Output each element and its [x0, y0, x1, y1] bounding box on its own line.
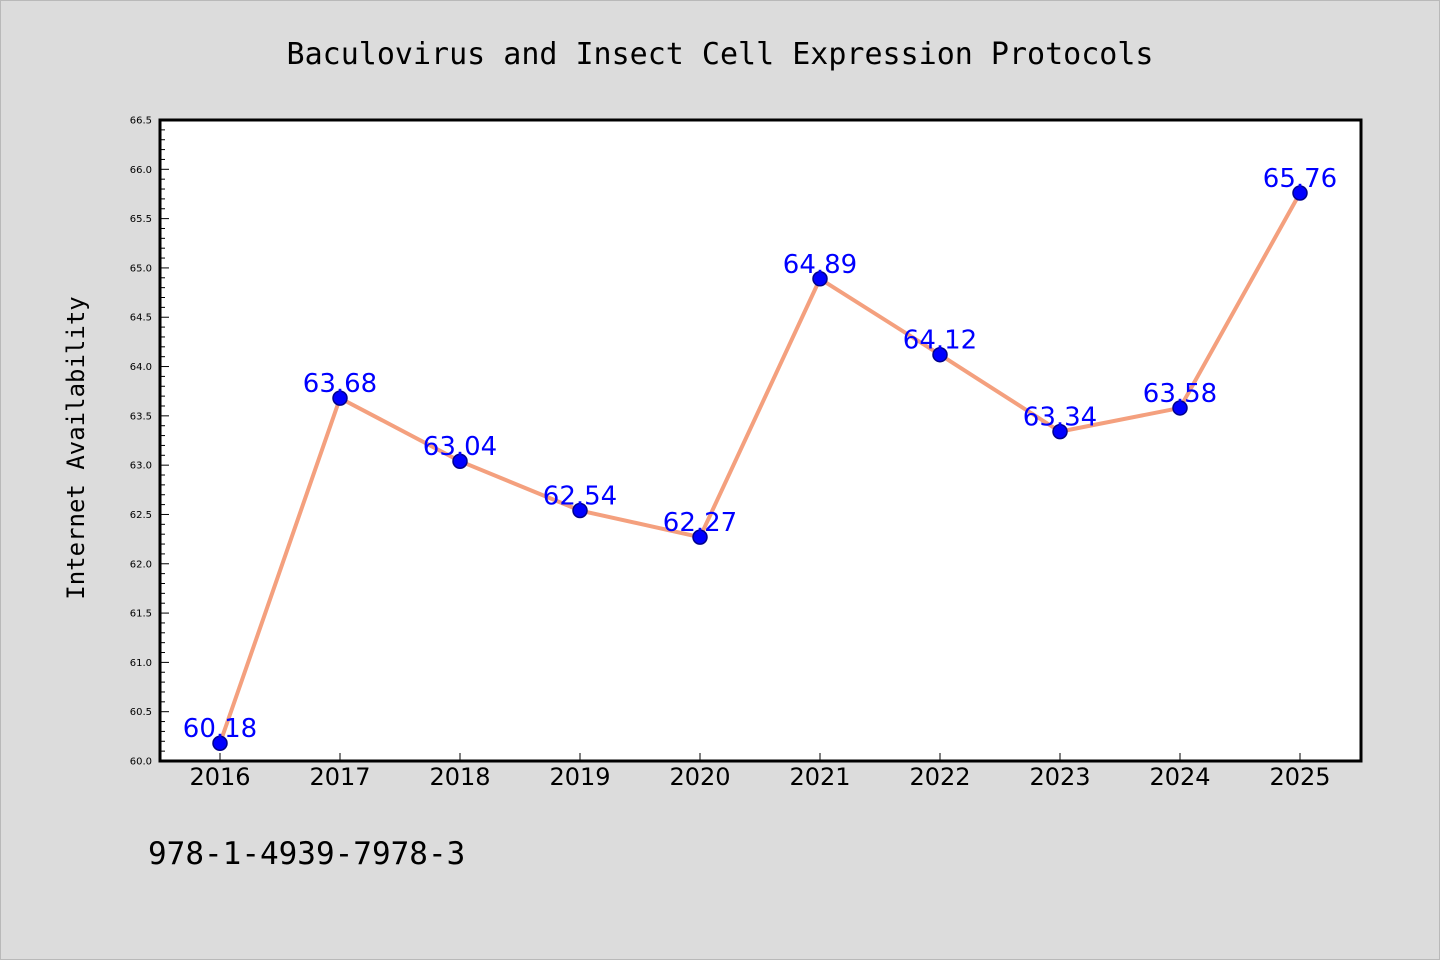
data-point-marker [212, 735, 228, 751]
y-tick-label: 62.0 [130, 559, 152, 570]
y-tick-label: 64.5 [130, 313, 152, 324]
x-tick-label: 2020 [669, 763, 730, 791]
x-tick-label: 2016 [189, 763, 250, 791]
data-point-label: 64.12 [903, 326, 977, 356]
plot-area [158, 118, 1363, 763]
x-tick-label: 2025 [1269, 763, 1330, 791]
y-tick-label: 61.5 [130, 609, 152, 620]
y-tick-label: 65.0 [130, 263, 152, 274]
data-point-label: 60.18 [183, 714, 257, 744]
y-tick-label: 60.0 [130, 757, 152, 768]
x-tick-label: 2018 [429, 763, 490, 791]
y-tick-label: 63.5 [130, 411, 152, 422]
data-point-marker [572, 502, 588, 519]
y-axis: 60.0 60.5 61.0 61.5 62.0 62.5 63.0 63.5 64.0 64.5… [130, 116, 169, 768]
data-point-marker [332, 390, 348, 406]
chart-title: Baculovirus and Insect Cell Expression P… [287, 37, 1154, 72]
data-point-marker [452, 453, 468, 469]
y-tick-label: 60.5 [130, 707, 152, 718]
y-axis-label: Internet Availability [62, 296, 90, 599]
y-tick-label: 61.0 [130, 658, 152, 669]
data-point-marker [1172, 400, 1188, 416]
data-point-label: 63.68 [303, 369, 377, 399]
x-tick-label: 2024 [1149, 763, 1210, 791]
data-point-marker [692, 529, 708, 545]
x-axis: 2016 2017 2018 2019 2020 2021 2022 2023 2024 2025 [189, 753, 1331, 791]
y-tick-label: 65.5 [130, 214, 152, 225]
data-point-label: 65.76 [1263, 164, 1337, 194]
data-point-label: 64.89 [783, 250, 857, 280]
x-tick-label: 2021 [789, 763, 850, 791]
x-tick-label: 2023 [1029, 763, 1090, 791]
data-point-label: 63.04 [423, 432, 497, 462]
data-point-marker [1052, 423, 1068, 440]
x-tick-label: 2017 [309, 763, 370, 791]
data-labels: 60.18 63.68 63.04 62.54 62.27 64.89 64.12 63.34… [183, 164, 1337, 744]
y-tick-label: 66.5 [130, 116, 152, 127]
y-tick-label: 62.5 [130, 510, 152, 521]
data-point-marker [932, 346, 948, 363]
data-point-marker [812, 271, 828, 287]
x-tick-label: 2022 [909, 763, 970, 791]
isbn-text: 978-1-4939-7978-3 [148, 836, 465, 872]
data-point-label: 62.27 [663, 508, 737, 538]
series-line [218, 190, 1302, 746]
x-tick-label: 2019 [549, 763, 610, 791]
y-tick-label: 64.0 [130, 362, 152, 373]
data-point-label: 63.58 [1143, 379, 1217, 409]
data-points [212, 185, 1308, 751]
data-point-label: 62.54 [543, 482, 617, 512]
series-polyline [218, 190, 1302, 746]
y-tick-label: 63.0 [130, 461, 152, 472]
data-point-label: 63.34 [1023, 403, 1097, 433]
data-point-marker [1292, 185, 1308, 201]
y-tick-label: 66.0 [130, 165, 152, 176]
